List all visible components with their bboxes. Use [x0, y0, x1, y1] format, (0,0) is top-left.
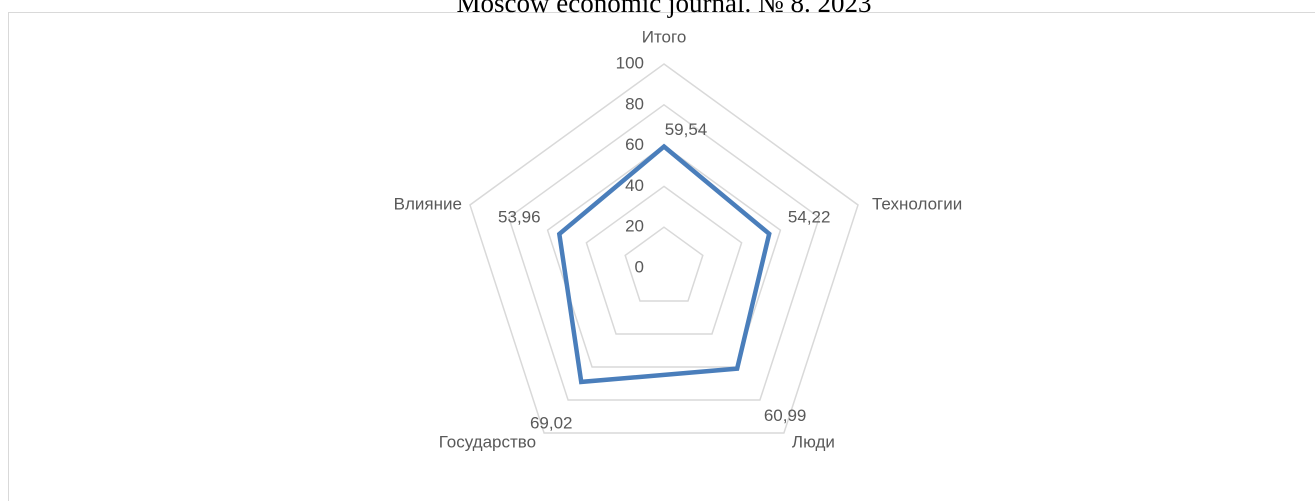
- category-label: Государство: [439, 433, 536, 452]
- r-tick-label: 20: [625, 217, 644, 236]
- category-label: Итого: [642, 27, 687, 46]
- value-label: 59,54: [665, 120, 708, 139]
- r-tick-label: 100: [616, 53, 644, 72]
- value-label: 69,02: [530, 413, 573, 432]
- category-label: Влияние: [394, 194, 462, 213]
- grid-ring: [507, 103, 821, 401]
- r-tick-label: 0: [635, 257, 644, 276]
- value-label: 53,96: [498, 207, 541, 226]
- r-tick-label: 80: [625, 94, 644, 113]
- series-line: [556, 143, 772, 385]
- r-tick-label: 60: [625, 135, 644, 154]
- grid-ring: [469, 63, 859, 434]
- grid-ring: [624, 226, 704, 302]
- category-label: Люди: [792, 433, 835, 452]
- grid-ring: [546, 144, 782, 368]
- chart-title: Moscow economic journal. № 8. 2023: [457, 0, 872, 18]
- grid-ring: [585, 185, 743, 335]
- value-label: 54,22: [788, 207, 831, 226]
- chart-border: [8, 12, 1315, 501]
- r-tick-label: 40: [625, 176, 644, 195]
- value-label: 60,99: [764, 406, 807, 425]
- category-label: Технологии: [872, 194, 962, 213]
